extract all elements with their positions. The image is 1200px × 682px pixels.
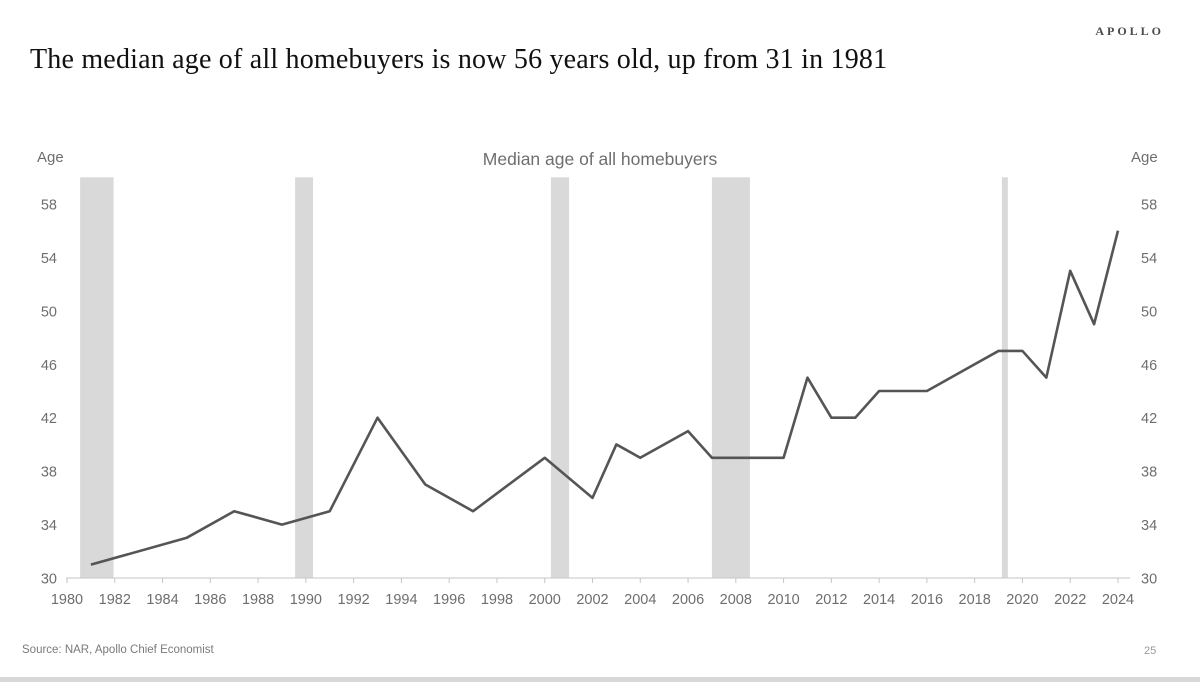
x-tick-label: 2024: [1102, 592, 1134, 608]
recession-band: [80, 177, 114, 579]
x-tick-label: 2016: [911, 592, 943, 608]
y-tick-label-right: 30: [1141, 572, 1157, 588]
y-tick-label-left: 50: [41, 304, 57, 320]
x-tick-label: 1990: [290, 592, 322, 608]
x-tick-label: 1988: [242, 592, 274, 608]
y-tick-label-right: 50: [1141, 304, 1157, 320]
x-tick-label: 2004: [624, 592, 656, 608]
x-tick-label: 1980: [51, 592, 83, 608]
y-tick-label-right: 54: [1141, 251, 1157, 267]
x-tick-label: 1998: [481, 592, 513, 608]
recession-band: [550, 177, 570, 579]
y-tick-label-left: 38: [41, 465, 57, 481]
y-axis-title-right: Age: [1131, 149, 1158, 166]
apollo-logo: APOLLO: [1095, 24, 1164, 38]
x-tick-label: 1986: [194, 592, 226, 608]
x-tick-label: 2002: [576, 592, 608, 608]
x-tick-label: 2008: [720, 592, 752, 608]
page-number: 25: [1144, 645, 1157, 657]
y-tick-label-right: 58: [1141, 198, 1157, 214]
y-tick-label-right: 34: [1141, 518, 1157, 534]
x-tick-label: 2022: [1054, 592, 1086, 608]
y-tick-label-left: 42: [41, 411, 57, 427]
y-tick-label-left: 46: [41, 358, 57, 374]
y-tick-label-right: 42: [1141, 411, 1157, 427]
x-tick-label: 1982: [99, 592, 131, 608]
x-tick-label: 2012: [815, 592, 847, 608]
x-tick-label: 1984: [146, 592, 178, 608]
y-tick-label-left: 54: [41, 251, 57, 267]
x-tick-label: 2020: [1006, 592, 1038, 608]
y-tick-label-right: 46: [1141, 358, 1157, 374]
y-axis-title-left: Age: [37, 149, 64, 166]
x-tick-label: 2014: [863, 592, 895, 608]
x-tick-label: 1994: [385, 592, 417, 608]
median-age-line: [90, 230, 1120, 566]
y-tick-label-right: 38: [1141, 465, 1157, 481]
x-tick-label: 2006: [672, 592, 704, 608]
x-tick-label: 1996: [433, 592, 465, 608]
recession-band: [295, 177, 314, 579]
x-tick-label: 1992: [337, 592, 369, 608]
page-title: The median age of all homebuyers is now …: [30, 44, 888, 75]
recession-band: [1001, 177, 1008, 579]
x-tick-label: 2010: [767, 592, 799, 608]
x-tick-label: 2000: [529, 592, 561, 608]
x-tick-label: 2018: [959, 592, 991, 608]
y-tick-label-left: 58: [41, 198, 57, 214]
chart-title: Median age of all homebuyers: [482, 149, 718, 169]
source-note: Source: NAR, Apollo Chief Economist: [22, 644, 214, 656]
recession-band: [711, 177, 750, 579]
y-tick-label-left: 34: [41, 518, 57, 534]
y-tick-label-left: 30: [41, 572, 57, 588]
bottom-strip: [0, 677, 1200, 682]
